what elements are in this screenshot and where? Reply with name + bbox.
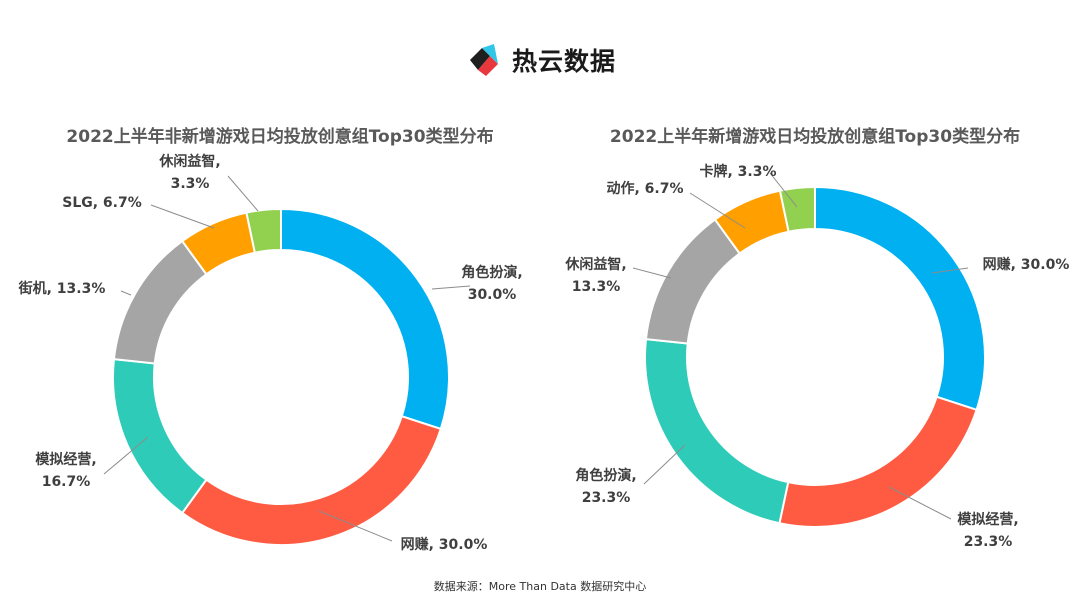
donut-1-label-5: 卡牌, 3.3% — [699, 163, 776, 180]
donut-0-leader-3 — [120, 290, 132, 296]
chart-title-left: 2022上半年非新增游戏日均投放创意组Top30类型分布 — [66, 127, 494, 147]
donut-0-slice-2 — [112, 357, 208, 515]
donut-1-slice-0 — [814, 185, 986, 412]
donut-1-leader-0 — [931, 267, 969, 274]
brand-header: 热云数据 — [0, 40, 1080, 80]
donut-0-label-2: 模拟经营, 16.7% — [35, 451, 96, 490]
donut-0-leader-2 — [103, 436, 149, 475]
source-note: 数据来源：More Than Data 数据研究中心 — [433, 580, 647, 593]
donut-0-slice-0 — [280, 207, 450, 431]
donut-0-slice-3 — [112, 239, 208, 365]
donut-1-slice-5 — [778, 185, 816, 233]
donut-0-label-0: 角色扮演, 30.0% — [461, 264, 522, 303]
donut-0-label-4: SLG, 6.7% — [62, 195, 142, 211]
reyun-logo-icon — [469, 44, 498, 76]
donut-chart-left: 角色扮演, 30.0% 网赚, 30.0% 模拟经营, 16.7% 街机, 13.3% SL… — [18, 153, 523, 553]
donut-1-label-4: 动作, 6.7% — [606, 180, 683, 197]
brand-name: 热云数据 — [511, 47, 616, 76]
donut-1-label-1: 模拟经营, 23.3% — [957, 511, 1018, 550]
donut-1-leader-4 — [689, 192, 746, 229]
donut-1-leader-1 — [888, 486, 952, 520]
donut-0-leader-5 — [227, 175, 259, 212]
donut-0-leader-1 — [318, 510, 393, 542]
donut-1-slice-1 — [778, 395, 978, 528]
donut-1-slice-3 — [644, 218, 742, 345]
donut-0-slice-1 — [180, 414, 443, 546]
donut-1-leader-3 — [632, 267, 672, 279]
donut-chart-right: 网赚, 30.0% 模拟经营, 23.3% 角色扮演, 23.3% 休闲益智, 13.3% 动… — [564, 163, 1069, 550]
donut-1-label-0: 网赚, 30.0% — [983, 256, 1070, 273]
donut-1-label-3: 休闲益智, 13.3% — [564, 256, 626, 295]
brand-lockup: 热云数据 — [464, 40, 616, 80]
donut-1-slice-2 — [644, 338, 790, 525]
donut-1-leader-5 — [769, 172, 798, 208]
donut-0-label-1: 网赚, 30.0% — [401, 536, 488, 553]
chart-title-right: 2022上半年新增游戏日均投放创意组Top30类型分布 — [609, 127, 1021, 147]
donut-0-leader-0 — [431, 285, 471, 290]
donut-1-leader-2 — [643, 444, 686, 485]
donut-0-leader-4 — [150, 204, 215, 229]
donut-0-label-5: 休闲益智, 3.3% — [158, 153, 220, 192]
donut-0-label-3: 街机, 13.3% — [18, 280, 106, 297]
donut-1-label-2: 角色扮演, 23.3% — [575, 467, 636, 506]
